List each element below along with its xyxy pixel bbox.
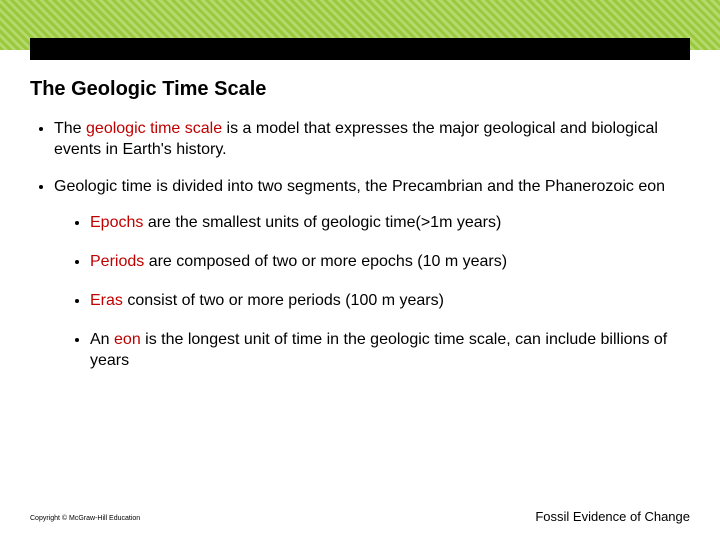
slide: The Geologic Time Scale The geologic tim… [0, 0, 720, 540]
bullet-1: The geologic time scale is a model that … [54, 119, 690, 161]
term-eon: eon [114, 331, 141, 348]
sub-bullet-4-prefix: An [90, 331, 114, 348]
sub-bullet-3-suffix: consist of two or more periods (100 m ye… [123, 292, 444, 309]
sub-bullet-4-suffix: is the longest unit of time in the geolo… [90, 331, 667, 369]
term-eras: Eras [90, 292, 123, 309]
term-epochs: Epochs [90, 214, 143, 231]
sub-bullet-4: An eon is the longest unit of time in th… [90, 330, 690, 372]
sub-bullet-2: Periods are composed of two or more epoc… [90, 252, 690, 273]
term-geologic-time-scale: geologic time scale [86, 120, 222, 137]
footer-right-text: Fossil Evidence of Change [535, 509, 690, 524]
sub-bullet-1-suffix: are the smallest units of geologic time(… [143, 214, 501, 231]
content-area: The Geologic Time Scale The geologic tim… [30, 78, 690, 389]
bullet-1-prefix: The [54, 120, 86, 137]
page-title: The Geologic Time Scale [30, 78, 690, 101]
sub-bullet-1: Epochs are the smallest units of geologi… [90, 213, 690, 234]
term-periods: Periods [90, 253, 144, 270]
bullet-2-text: Geologic time is divided into two segmen… [54, 178, 665, 195]
sub-bullet-list: Epochs are the smallest units of geologi… [54, 213, 690, 371]
sub-bullet-2-suffix: are composed of two or more epochs (10 m… [144, 253, 507, 270]
header-black-bar [30, 38, 690, 60]
copyright-text: Copyright © McGraw-Hill Education [30, 515, 140, 522]
sub-bullet-3: Eras consist of two or more periods (100… [90, 291, 690, 312]
bullet-2: Geologic time is divided into two segmen… [54, 177, 690, 372]
bullet-list: The geologic time scale is a model that … [30, 119, 690, 371]
